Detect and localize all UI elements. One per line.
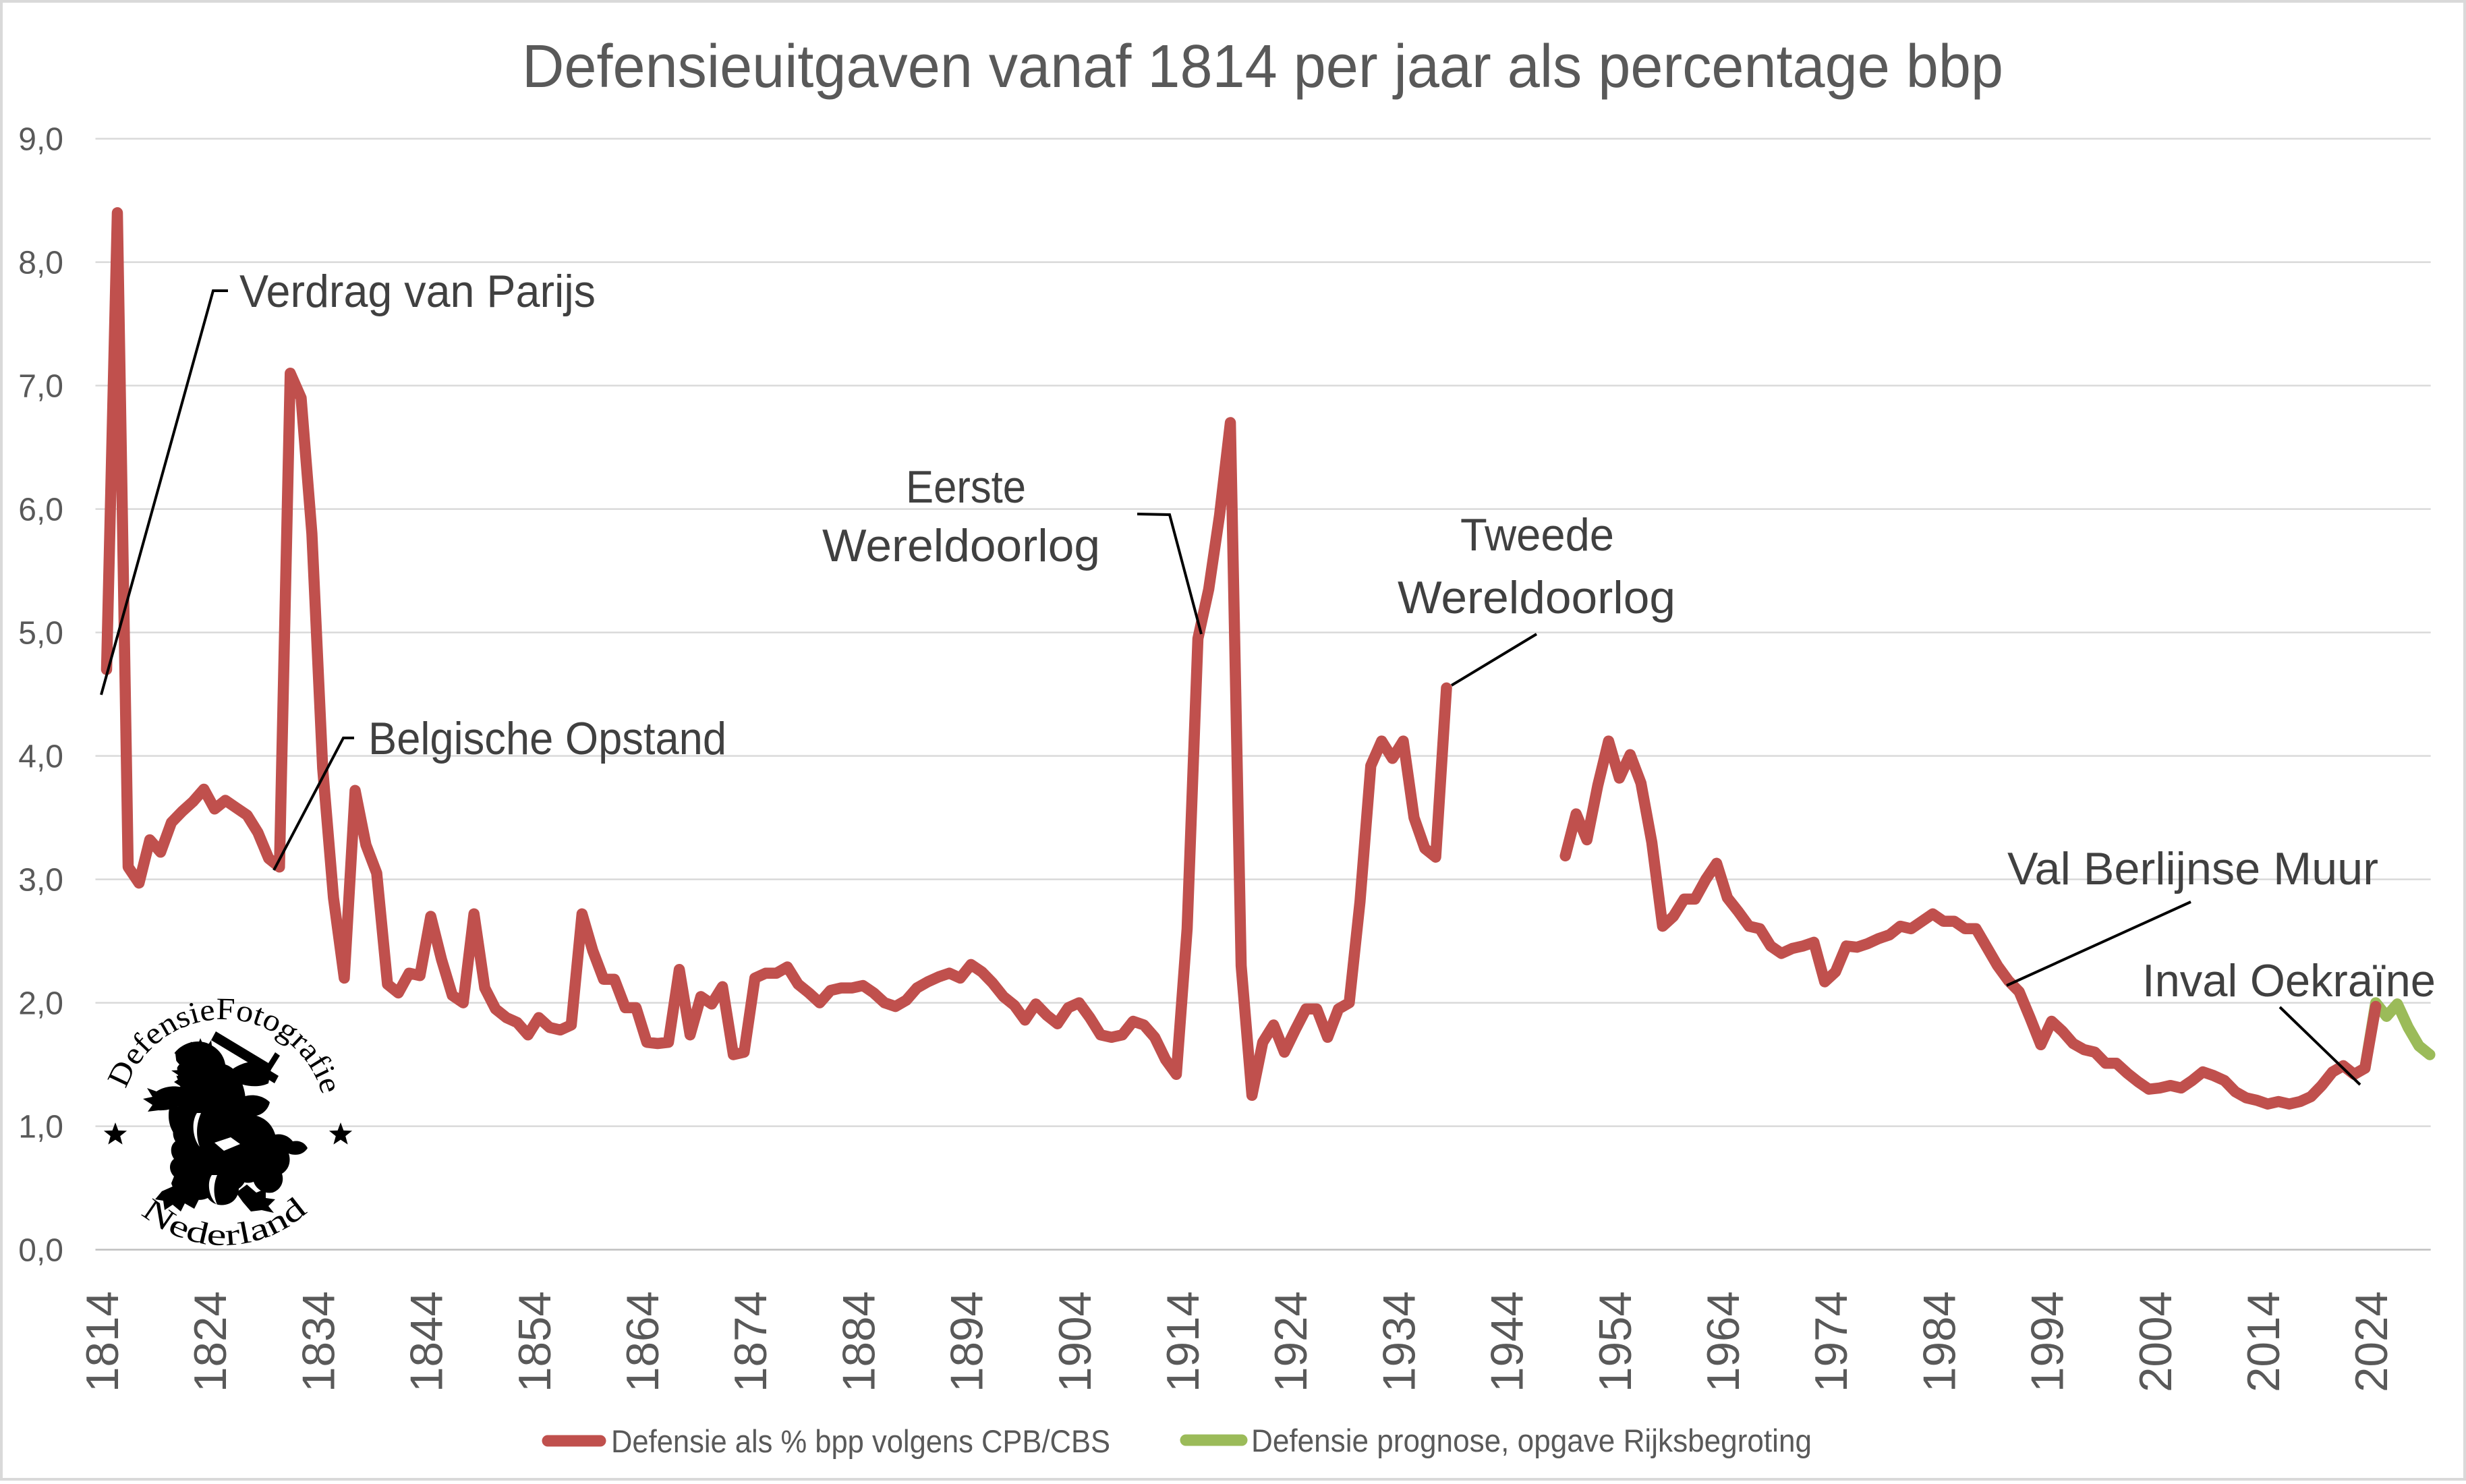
svg-text:0,0: 0,0 [18, 1233, 63, 1269]
svg-text:1984: 1984 [1914, 1291, 1965, 1392]
svg-text:Belgische Opstand: Belgische Opstand [368, 713, 726, 764]
svg-text:1874: 1874 [725, 1291, 776, 1392]
svg-text:1994: 1994 [2022, 1291, 2073, 1392]
svg-text:8,0: 8,0 [18, 246, 63, 281]
svg-text:2014: 2014 [2238, 1291, 2289, 1392]
svg-text:5,0: 5,0 [18, 616, 63, 652]
svg-text:1934: 1934 [1373, 1291, 1425, 1392]
svg-text:6,0: 6,0 [18, 492, 63, 528]
svg-text:1834: 1834 [293, 1291, 344, 1392]
svg-text:2004: 2004 [2130, 1291, 2181, 1392]
svg-text:1844: 1844 [401, 1291, 453, 1392]
svg-text:Defensieuitgaven vanaf 1814 pe: Defensieuitgaven vanaf 1814 per jaar als… [522, 33, 2003, 101]
svg-text:Verdrag van Parijs: Verdrag van Parijs [239, 266, 596, 317]
svg-text:2024: 2024 [2346, 1291, 2397, 1392]
svg-text:1964: 1964 [1698, 1291, 1749, 1392]
svg-text:1904: 1904 [1050, 1291, 1101, 1392]
svg-text:Wereldoorlog: Wereldoorlog [822, 520, 1100, 571]
svg-text:Defensie als % bpp volgens CPB: Defensie als % bpp volgens CPB/CBS [611, 1423, 1110, 1459]
svg-text:Inval Oekraïne: Inval Oekraïne [2142, 955, 2436, 1006]
svg-text:1864: 1864 [617, 1291, 668, 1392]
svg-text:1894: 1894 [942, 1291, 993, 1392]
svg-text:4,0: 4,0 [18, 739, 63, 775]
svg-text:1,0: 1,0 [18, 1110, 63, 1145]
svg-text:2,0: 2,0 [18, 986, 63, 1022]
svg-text:1914: 1914 [1157, 1291, 1209, 1392]
svg-text:Wereldoorlog: Wereldoorlog [1398, 572, 1675, 623]
svg-text:7,0: 7,0 [18, 369, 63, 405]
svg-text:1974: 1974 [1806, 1291, 1857, 1392]
svg-text:9,0: 9,0 [18, 122, 63, 158]
svg-text:1924: 1924 [1265, 1291, 1317, 1392]
svg-text:Tweede: Tweede [1460, 509, 1614, 561]
svg-text:Defensie prognose, opgave Rijk: Defensie prognose, opgave Rijksbegroting [1251, 1423, 1812, 1458]
svg-text:1824: 1824 [185, 1291, 236, 1392]
svg-text:1884: 1884 [833, 1291, 884, 1392]
svg-text:Eerste: Eerste [906, 461, 1026, 513]
svg-text:1944: 1944 [1482, 1291, 1533, 1392]
svg-text:3,0: 3,0 [18, 863, 63, 898]
svg-text:1854: 1854 [509, 1291, 561, 1392]
svg-text:1954: 1954 [1590, 1291, 1641, 1392]
svg-text:1814: 1814 [77, 1291, 128, 1392]
svg-text:Val Berlijnse Muur: Val Berlijnse Muur [2007, 843, 2378, 894]
